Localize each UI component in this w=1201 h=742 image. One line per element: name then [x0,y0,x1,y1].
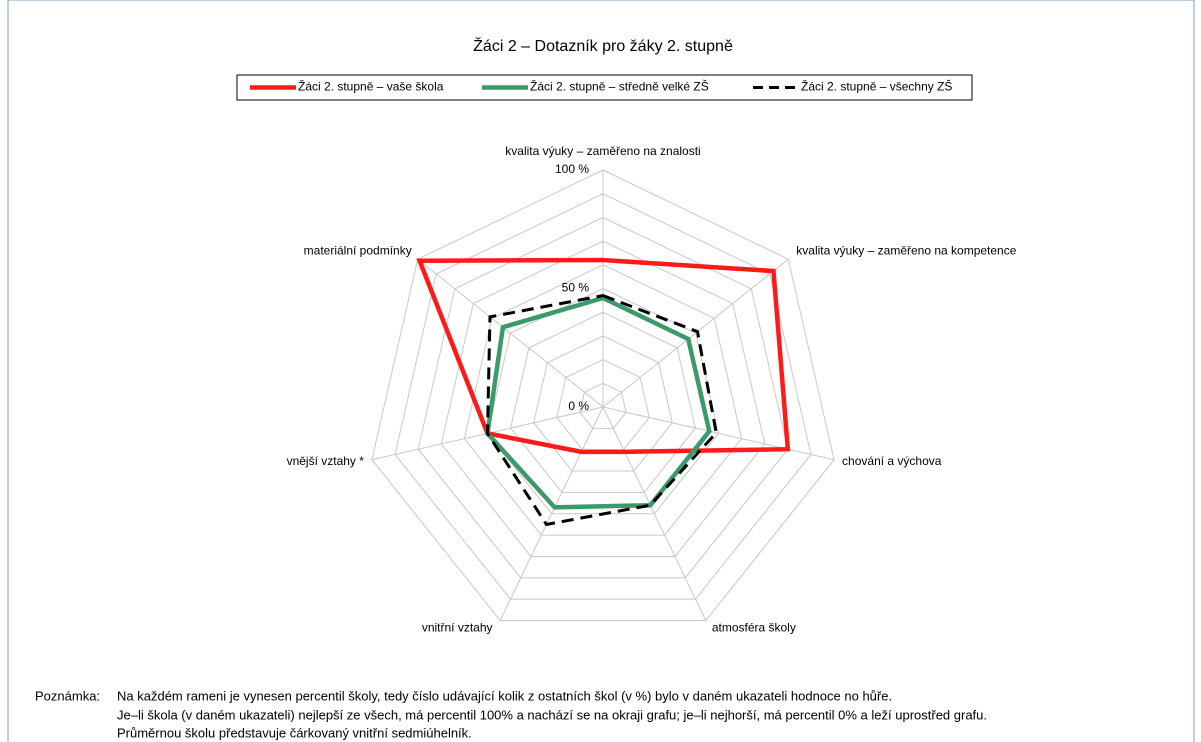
axis-label: atmosféra školy [712,621,796,635]
legend-box [236,74,973,101]
series-line [416,257,791,455]
chart-title: Žáci 2 – Dotazník pro žáky 2. stupně [473,36,733,55]
minor-grid-ring [417,216,789,579]
tick-label: 100 % [555,162,589,176]
tick-label: 50 % [562,281,590,295]
axis-label: vnější vztahy * [287,454,365,468]
grid-ring [371,169,835,622]
axis-label: kvalita výuky – zaměřeno na znalosti [505,144,700,158]
spoke [417,258,604,408]
spoke [602,406,835,461]
note-line: Průměrnou školu představuje čárkovaný vn… [117,725,472,740]
note-line: Je–li škola (v daném ukazateli) nejlepší… [117,707,987,722]
minor-grid-ring [463,264,743,536]
note-label: Poznámka: [35,688,100,703]
note-line: Na každém rameni je vynesen percentil šk… [117,688,892,703]
spoke [602,406,707,621]
legend-label: Žáci 2. stupně – vaše škola [298,79,444,94]
minor-grid-ring [533,335,673,472]
minor-grid-ring [440,240,766,557]
axis-label: vnitřní vztahy [422,621,493,635]
minor-grid-ring [579,382,627,429]
spoke [602,258,789,408]
frame [7,0,1195,742]
tick-label: 0 % [568,399,589,413]
spoke [499,406,604,621]
series-line [485,294,718,527]
axis-label: chování a výchova [842,454,942,468]
legend-label: Žáci 2. stupně – všechny ZŠ [801,79,952,94]
legend-label: Žáci 2. stupně – středně velké ZŠ [530,79,709,94]
minor-grid-ring [510,311,696,493]
axis-label: materiální podmínky [304,243,412,257]
axis-label: kvalita výuky – zaměřeno na kompetence [796,243,1016,257]
series-line [485,295,712,510]
